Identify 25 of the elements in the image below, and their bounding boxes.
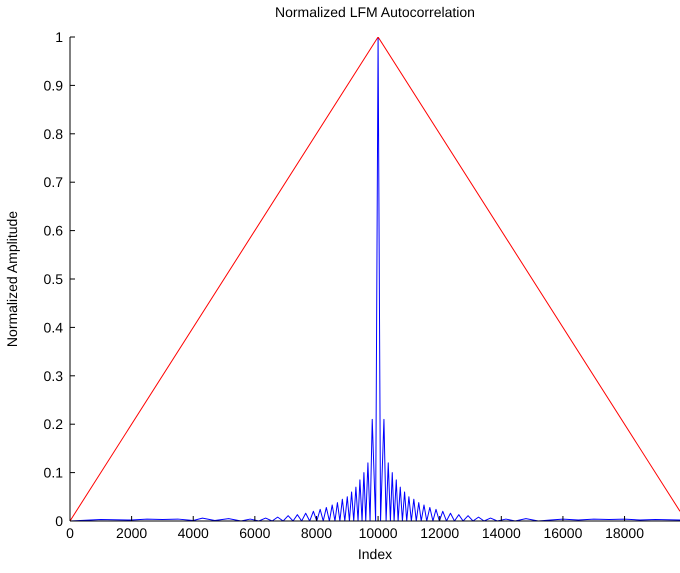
y-axis-title: Normalized Amplitude	[4, 210, 20, 348]
x-tick-label: 16000	[543, 524, 583, 541]
y-tick-label: 0.5	[44, 270, 64, 287]
x-tick-label: 6000	[239, 524, 271, 541]
y-tick-label: 0.2	[44, 416, 64, 432]
y-tick-label: 0.7	[44, 174, 64, 190]
x-tick-label: 0	[66, 524, 74, 541]
y-tick-label: 0.6	[44, 222, 64, 239]
x-tick-label: 4000	[178, 524, 210, 541]
x-tick-label: 10000	[358, 524, 398, 541]
y-tick-label: 1	[55, 28, 64, 45]
y-tick-label: 0.8	[44, 126, 64, 142]
x-tick-label: 18000	[605, 524, 644, 541]
x-tick-label: 14000	[482, 524, 521, 541]
line-series	[70, 37, 680, 521]
y-tick-label: 0.4	[44, 319, 64, 336]
x-tick-label: 2000	[116, 524, 148, 541]
y-tick-label: 0	[55, 512, 64, 529]
y-tick-label: 0.9	[44, 77, 64, 94]
x-tick-label: 12000	[420, 524, 460, 541]
x-tick-label: 8000	[300, 524, 332, 541]
chart-title: Normalized LFM Autocorrelation	[274, 4, 476, 20]
y-tick-label: 0.3	[44, 368, 64, 384]
x-axis-title: Index	[358, 546, 392, 562]
y-tick-label: 0.1	[44, 464, 64, 481]
